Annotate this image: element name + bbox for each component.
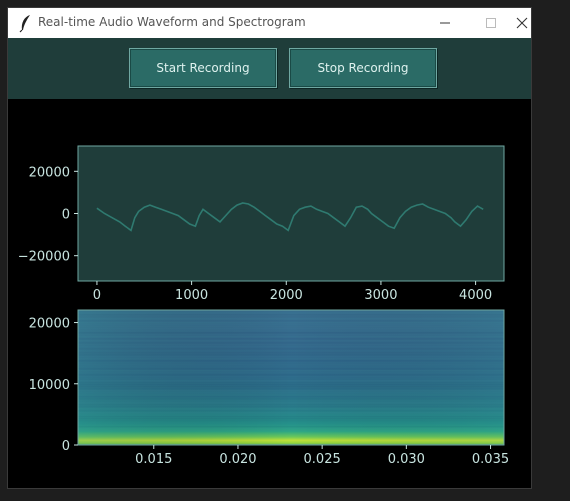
plot-canvas: 0 1000 2000 3000 4000 20000 0 −20000 0.015 0.020… [18, 145, 509, 467]
x-tick-label: 0.035 [472, 452, 509, 467]
close-button[interactable] [513, 8, 531, 38]
x-tick-label: 4000 [459, 288, 492, 303]
toolbar: Start Recording Stop Recording [8, 38, 531, 99]
app-window: Real-time Audio Waveform and Spectrogram… [7, 7, 532, 489]
feather-icon [19, 15, 30, 33]
x-tick-label: 0.020 [219, 452, 256, 467]
window-title: Real-time Audio Waveform and Spectrogram [38, 15, 306, 29]
x-tick-label: 3000 [364, 288, 397, 303]
start-recording-button[interactable]: Start Recording [129, 48, 277, 88]
x-tick-label: 0 [93, 288, 101, 303]
spectrogram-shade [78, 310, 504, 445]
y-tick-label: 0 [62, 208, 70, 223]
y-tick-label: −20000 [18, 250, 70, 265]
waveform-plot-area [77, 145, 505, 282]
x-tick-label: 0.025 [304, 452, 341, 467]
stop-recording-button[interactable]: Stop Recording [289, 48, 437, 88]
x-tick-label: 0.030 [388, 452, 425, 467]
minimize-button[interactable] [422, 8, 468, 38]
waveform-line [96, 202, 484, 232]
waveform-axis-ticks: 0 1000 2000 3000 4000 20000 0 −20000 [18, 165, 492, 303]
y-tick-label: 0 [62, 439, 70, 454]
y-tick-label: 20000 [29, 317, 70, 332]
spectrogram-texture [78, 310, 504, 445]
maximize-button[interactable] [468, 8, 514, 38]
x-tick-label: 1000 [175, 288, 208, 303]
y-tick-label: 10000 [29, 378, 70, 393]
title-bar[interactable]: Real-time Audio Waveform and Spectrogram [8, 8, 531, 38]
x-tick-label: 2000 [270, 288, 303, 303]
spectrogram-axis-ticks: 0.015 0.020 0.025 0.030 0.035 0 10000 20000 [29, 317, 509, 467]
spectrogram-frame [77, 309, 505, 446]
close-icon [516, 17, 528, 29]
maximize-icon [486, 18, 496, 28]
y-tick-label: 20000 [29, 165, 70, 180]
x-tick-label: 0.015 [135, 452, 172, 467]
minimize-icon [440, 22, 450, 24]
